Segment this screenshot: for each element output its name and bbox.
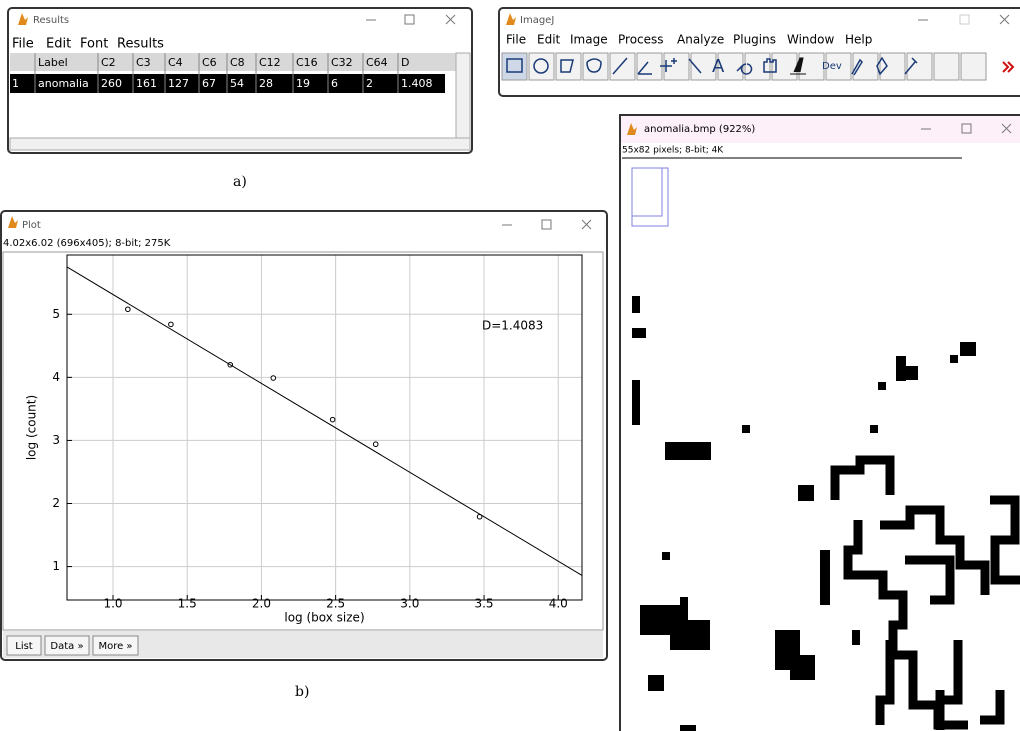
table-cell: 19: [296, 77, 310, 90]
table-cell: 161: [136, 77, 157, 90]
table-cell: 54: [230, 77, 244, 90]
window-title: Plot: [22, 220, 41, 231]
table-cell: 1: [12, 77, 19, 90]
column-header[interactable]: C2: [101, 56, 116, 69]
y-tick-label: 2: [52, 496, 60, 510]
x-tick-label: 3.0: [400, 597, 419, 611]
x-tick-label: 1.5: [178, 597, 197, 611]
data-point: [271, 376, 276, 381]
y-tick-label: 4: [52, 370, 60, 384]
h-scrollbar[interactable]: [10, 138, 470, 150]
tool-button[interactable]: [637, 53, 662, 80]
tool-button[interactable]: [934, 53, 959, 80]
menu-item[interactable]: Font: [80, 37, 108, 52]
menu-item[interactable]: Help: [845, 33, 872, 47]
plot-button-label[interactable]: Data »: [50, 641, 83, 652]
tool-icon[interactable]: Dev: [822, 61, 842, 72]
tool-button[interactable]: [502, 53, 527, 80]
table-cell: 2: [366, 77, 373, 90]
table-cell: anomalia: [38, 77, 89, 90]
plot-button-label[interactable]: More »: [98, 641, 132, 652]
menu-item[interactable]: File: [12, 37, 34, 52]
plot-canvas: [3, 252, 603, 630]
table-cell: 67: [202, 77, 216, 90]
annotation: D=1.4083: [482, 319, 543, 333]
y-tick-label: 1: [52, 559, 60, 573]
menu-item[interactable]: Analyze: [677, 33, 724, 47]
window-title: anomalia.bmp (922%): [644, 124, 755, 135]
column-header[interactable]: C3: [136, 56, 151, 69]
menu-item[interactable]: Edit: [46, 37, 71, 52]
column-header[interactable]: Label: [38, 56, 68, 69]
data-point: [126, 307, 131, 312]
menu-item[interactable]: Process: [618, 33, 664, 47]
window-title: Results: [33, 15, 69, 26]
tool-button[interactable]: [610, 53, 635, 80]
x-tick-label: 1.0: [103, 597, 122, 611]
data-point: [169, 322, 174, 327]
v-scrollbar[interactable]: [456, 53, 470, 149]
menu-item[interactable]: Window: [787, 33, 835, 47]
plot-button-label[interactable]: List: [15, 641, 33, 652]
menu-item[interactable]: Image: [570, 33, 608, 47]
x-tick-label: 2.5: [326, 597, 345, 611]
x-tick-label: 2.0: [252, 597, 271, 611]
column-header[interactable]: C64: [366, 56, 388, 69]
column-header[interactable]: C32: [331, 56, 353, 69]
screen: Results Label C2 C3 C4 C6 C8 C12 C16 C32 C64 D 1 ano…: [0, 0, 1020, 731]
column-header[interactable]: D: [401, 56, 409, 69]
tool-button[interactable]: [961, 53, 986, 80]
column-header[interactable]: C8: [230, 56, 245, 69]
caption: a): [233, 174, 247, 190]
image-info: 55x82 pixels; 8-bit; 4K: [622, 146, 724, 156]
imagej-window: [499, 8, 1020, 96]
column-header[interactable]: C12: [259, 56, 281, 69]
tool-button[interactable]: [529, 53, 554, 80]
menu-item[interactable]: File: [506, 33, 526, 47]
x-tick-label: 4.0: [549, 597, 568, 611]
menu-item[interactable]: Plugins: [733, 33, 776, 47]
tool-button[interactable]: [880, 53, 905, 80]
x-axis-label: log (box size): [284, 611, 364, 625]
menu-item[interactable]: Edit: [537, 33, 561, 47]
tool-button[interactable]: [745, 53, 770, 80]
tool-icon[interactable]: A: [712, 56, 725, 77]
data-point: [330, 417, 335, 422]
table-cell: 127: [168, 77, 189, 90]
y-axis-label: log (count): [25, 395, 39, 460]
column-header[interactable]: C6: [202, 56, 217, 69]
caption: b): [295, 684, 309, 700]
y-tick-label: 3: [52, 433, 60, 447]
window-title: ImageJ: [520, 15, 554, 26]
column-header[interactable]: C4: [168, 56, 183, 69]
table-cell: 260: [101, 77, 122, 90]
data-point: [373, 442, 378, 447]
table-cell: 1.408: [401, 77, 433, 90]
table-cell: 28: [259, 77, 273, 90]
y-tick-label: 5: [52, 307, 60, 321]
tool-button[interactable]: [799, 53, 824, 80]
table-cell: 6: [331, 77, 338, 90]
column-header[interactable]: C16: [296, 56, 318, 69]
image-info: 4.02x6.02 (696x405); 8-bit; 275K: [3, 238, 171, 249]
x-tick-label: 3.5: [474, 597, 493, 611]
menu-item[interactable]: Results: [117, 37, 164, 52]
tool-button[interactable]: [556, 53, 581, 80]
